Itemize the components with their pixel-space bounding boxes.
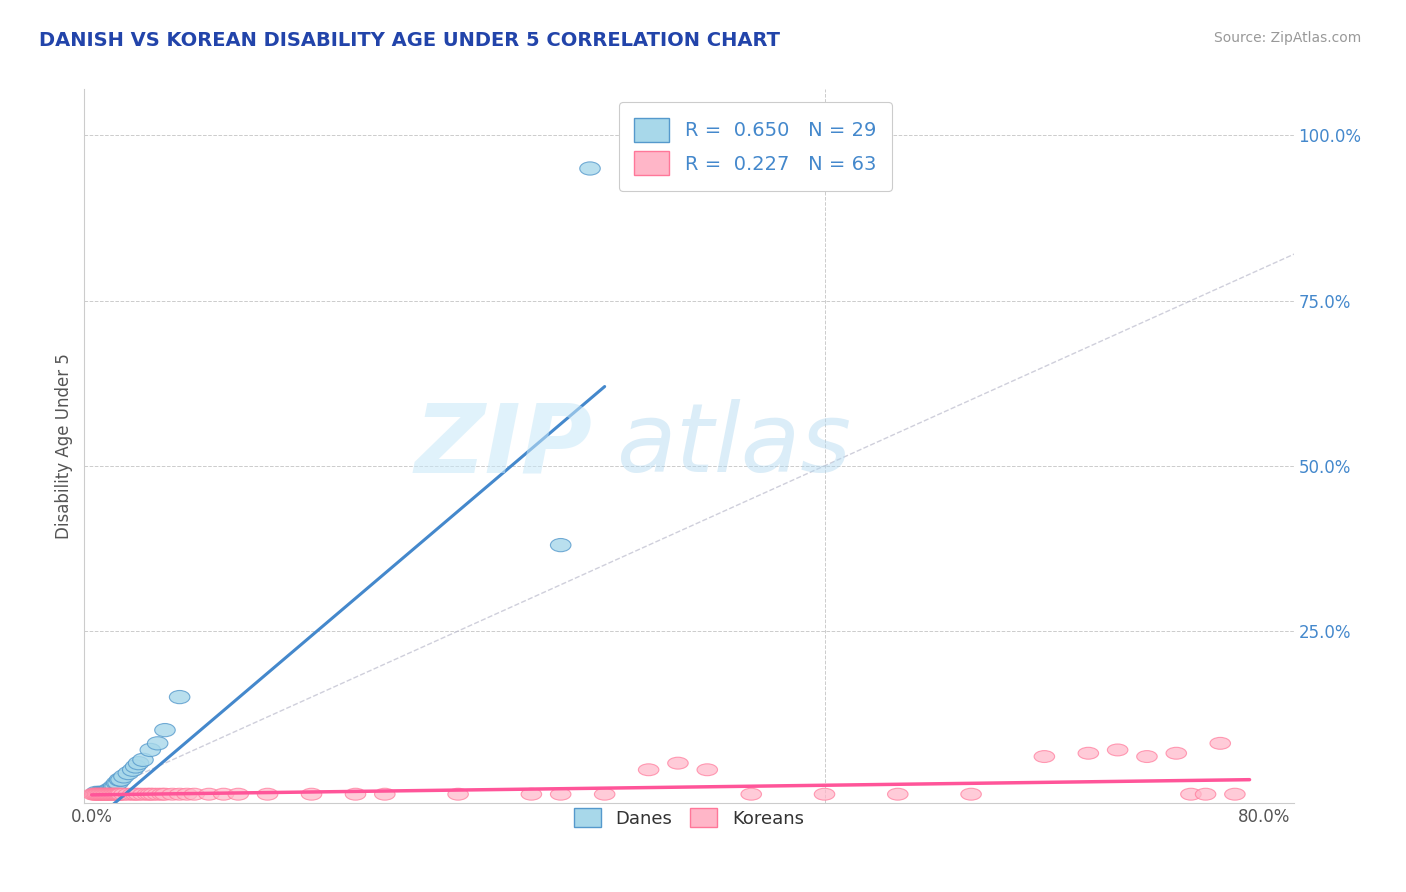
Ellipse shape bbox=[128, 789, 149, 800]
Ellipse shape bbox=[301, 789, 322, 800]
Ellipse shape bbox=[1181, 789, 1201, 800]
Ellipse shape bbox=[1225, 789, 1246, 800]
Ellipse shape bbox=[114, 770, 134, 783]
Ellipse shape bbox=[128, 756, 149, 770]
Ellipse shape bbox=[98, 783, 120, 797]
Ellipse shape bbox=[257, 789, 278, 800]
Ellipse shape bbox=[960, 789, 981, 800]
Ellipse shape bbox=[90, 789, 111, 800]
Ellipse shape bbox=[89, 789, 110, 800]
Ellipse shape bbox=[141, 743, 160, 756]
Ellipse shape bbox=[110, 789, 129, 800]
Ellipse shape bbox=[110, 773, 129, 786]
Ellipse shape bbox=[97, 789, 118, 800]
Ellipse shape bbox=[122, 764, 143, 776]
Ellipse shape bbox=[177, 789, 197, 800]
Ellipse shape bbox=[1108, 744, 1128, 756]
Ellipse shape bbox=[668, 757, 688, 769]
Ellipse shape bbox=[162, 789, 183, 800]
Ellipse shape bbox=[104, 789, 124, 800]
Ellipse shape bbox=[114, 789, 134, 800]
Ellipse shape bbox=[155, 723, 176, 737]
Ellipse shape bbox=[638, 764, 659, 776]
Ellipse shape bbox=[84, 789, 105, 800]
Ellipse shape bbox=[741, 789, 762, 800]
Ellipse shape bbox=[118, 789, 139, 800]
Ellipse shape bbox=[132, 753, 153, 766]
Ellipse shape bbox=[100, 783, 121, 797]
Ellipse shape bbox=[1211, 738, 1230, 749]
Ellipse shape bbox=[595, 789, 614, 800]
Ellipse shape bbox=[697, 764, 717, 776]
Ellipse shape bbox=[105, 789, 125, 800]
Ellipse shape bbox=[86, 786, 107, 799]
Ellipse shape bbox=[579, 161, 600, 175]
Ellipse shape bbox=[103, 783, 122, 797]
Ellipse shape bbox=[1078, 747, 1098, 759]
Y-axis label: Disability Age Under 5: Disability Age Under 5 bbox=[55, 353, 73, 539]
Ellipse shape bbox=[96, 786, 117, 799]
Ellipse shape bbox=[550, 789, 571, 800]
Ellipse shape bbox=[89, 786, 110, 799]
Ellipse shape bbox=[94, 789, 115, 800]
Ellipse shape bbox=[1136, 750, 1157, 763]
Text: DANISH VS KOREAN DISABILITY AGE UNDER 5 CORRELATION CHART: DANISH VS KOREAN DISABILITY AGE UNDER 5 … bbox=[39, 31, 780, 50]
Ellipse shape bbox=[105, 780, 125, 793]
Ellipse shape bbox=[122, 789, 143, 800]
Ellipse shape bbox=[103, 789, 122, 800]
Ellipse shape bbox=[1033, 750, 1054, 763]
Ellipse shape bbox=[138, 789, 157, 800]
Ellipse shape bbox=[91, 789, 112, 800]
Ellipse shape bbox=[449, 789, 468, 800]
Ellipse shape bbox=[90, 786, 111, 799]
Ellipse shape bbox=[346, 789, 366, 800]
Ellipse shape bbox=[214, 789, 233, 800]
Ellipse shape bbox=[143, 789, 163, 800]
Ellipse shape bbox=[141, 789, 160, 800]
Ellipse shape bbox=[107, 776, 127, 789]
Ellipse shape bbox=[111, 789, 131, 800]
Ellipse shape bbox=[152, 789, 173, 800]
Ellipse shape bbox=[132, 789, 153, 800]
Ellipse shape bbox=[111, 773, 131, 786]
Ellipse shape bbox=[108, 789, 128, 800]
Ellipse shape bbox=[118, 766, 139, 780]
Ellipse shape bbox=[169, 789, 190, 800]
Text: atlas: atlas bbox=[616, 400, 852, 492]
Ellipse shape bbox=[83, 789, 104, 800]
Ellipse shape bbox=[887, 789, 908, 800]
Ellipse shape bbox=[1195, 789, 1216, 800]
Text: Source: ZipAtlas.com: Source: ZipAtlas.com bbox=[1213, 31, 1361, 45]
Ellipse shape bbox=[91, 786, 112, 799]
Ellipse shape bbox=[148, 789, 167, 800]
Ellipse shape bbox=[169, 690, 190, 704]
Ellipse shape bbox=[148, 737, 167, 750]
Ellipse shape bbox=[96, 789, 117, 800]
Ellipse shape bbox=[87, 789, 108, 800]
Ellipse shape bbox=[125, 760, 146, 773]
Ellipse shape bbox=[93, 789, 114, 800]
Ellipse shape bbox=[104, 780, 124, 793]
Ellipse shape bbox=[93, 786, 114, 799]
Ellipse shape bbox=[107, 789, 127, 800]
Ellipse shape bbox=[198, 789, 219, 800]
Ellipse shape bbox=[374, 789, 395, 800]
Ellipse shape bbox=[814, 789, 835, 800]
Ellipse shape bbox=[98, 789, 120, 800]
Legend: Danes, Koreans: Danes, Koreans bbox=[565, 799, 813, 837]
Ellipse shape bbox=[155, 789, 176, 800]
Ellipse shape bbox=[522, 789, 541, 800]
Ellipse shape bbox=[100, 789, 121, 800]
Ellipse shape bbox=[228, 789, 249, 800]
Ellipse shape bbox=[108, 776, 128, 789]
Ellipse shape bbox=[97, 786, 118, 799]
Text: ZIP: ZIP bbox=[415, 400, 592, 492]
Ellipse shape bbox=[86, 789, 107, 800]
Ellipse shape bbox=[1166, 747, 1187, 759]
Ellipse shape bbox=[550, 539, 571, 552]
Ellipse shape bbox=[125, 789, 146, 800]
Ellipse shape bbox=[184, 789, 204, 800]
Ellipse shape bbox=[94, 786, 115, 799]
